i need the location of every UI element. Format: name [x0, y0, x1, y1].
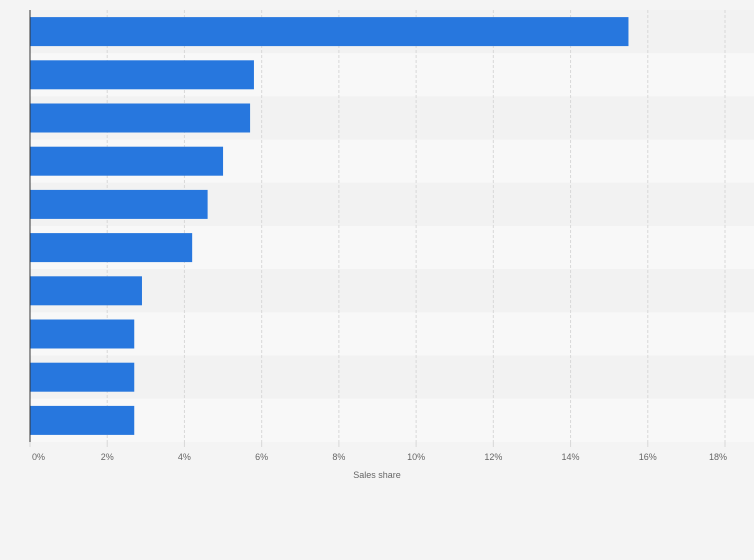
row-band: [30, 398, 754, 442]
x-tick-label: 2%: [101, 452, 114, 462]
bar: [30, 103, 251, 133]
row-band: [30, 312, 754, 356]
x-tick-label: 0%: [32, 452, 45, 462]
x-tick-label: 6%: [255, 452, 268, 462]
bar: [30, 146, 224, 176]
x-tick-label: 12%: [484, 452, 502, 462]
bar: [30, 17, 629, 47]
row-band: [30, 355, 754, 399]
bar: [30, 233, 193, 263]
bar: [30, 362, 135, 392]
x-tick-labels: 0% 2% 4% 6% 8% 10% 12% 14% 16% 18%: [32, 452, 727, 462]
bar: [30, 60, 254, 90]
row-band: [30, 269, 754, 313]
x-tick-label: 10%: [407, 452, 425, 462]
bar: [30, 319, 135, 349]
axis: [29, 10, 726, 447]
x-tick-label: 16%: [639, 452, 657, 462]
x-tick-label: 8%: [332, 452, 345, 462]
bars: [30, 17, 629, 435]
x-tick-label: 4%: [178, 452, 191, 462]
x-axis-title: Sales share: [353, 470, 401, 480]
bar: [30, 276, 142, 306]
bar: [30, 405, 135, 435]
bar: [30, 189, 208, 219]
x-tick-label: 18%: [709, 452, 727, 462]
x-tick-label: 14%: [562, 452, 580, 462]
